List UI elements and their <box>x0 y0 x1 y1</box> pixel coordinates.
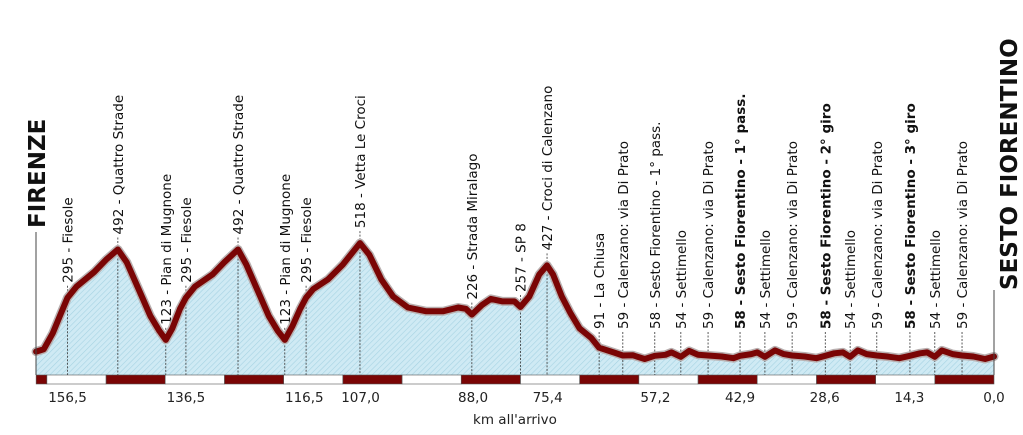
km-bar-segment <box>401 374 462 385</box>
km-bar-segment <box>816 374 876 385</box>
x-tick-label: 136,5 <box>167 390 206 406</box>
km-bar-segment <box>875 374 936 385</box>
marker-label: 492 - Quattro Strade <box>231 95 247 235</box>
x-tick-label: 14,3 <box>894 390 924 406</box>
x-tick-label: 107,0 <box>341 390 380 406</box>
km-bar-segment <box>579 374 640 385</box>
marker-label: 492 - Quattro Strade <box>111 95 127 235</box>
x-tick-label: 75,4 <box>533 390 563 406</box>
km-bar-segment <box>342 374 403 385</box>
km-bar-segment <box>460 374 521 385</box>
km-bar-segment <box>105 374 166 385</box>
marker-label: 295 - Fiesole <box>61 197 77 282</box>
km-bar-segment <box>520 374 580 385</box>
marker-label: 59 - Calenzano: via Di Prato <box>701 141 717 329</box>
x-tick-label: 88,0 <box>458 390 488 406</box>
profile-line <box>33 240 997 362</box>
marker-label: 54 - Settimello <box>928 230 944 329</box>
x-tick-label: 0,0 <box>983 390 1004 406</box>
marker-label: 518 - Vetta Le Croci <box>353 95 369 228</box>
marker-label: 427 - Croci di Calenzano <box>540 86 556 251</box>
marker-label: 295 - Fiesole <box>179 197 195 282</box>
km-bar-segment <box>283 374 344 385</box>
x-tick-label: 28,6 <box>810 390 840 406</box>
km-bar-segment <box>697 374 758 385</box>
marker-label: 257 - SP 8 <box>513 223 529 292</box>
start-town: FIRENZE <box>25 119 51 228</box>
km-bar-segment <box>224 374 284 385</box>
marker-label: 123 - Pian di Mugnone <box>159 174 175 325</box>
x-axis-label: km all'arrivo <box>473 412 557 428</box>
marker-label: 226 - Strada Miralago <box>465 154 481 300</box>
km-bar-segment <box>35 374 48 385</box>
marker-label: 54 - Settimello <box>843 230 859 329</box>
km-bar-segment <box>638 374 699 385</box>
km-bar-segment <box>46 374 107 385</box>
marker-label: 91 - La Chiusa <box>592 233 608 329</box>
marker-label: 59 - Calenzano: via Di Prato <box>616 141 632 329</box>
profile-area <box>36 243 995 375</box>
marker-label: 54 - Settimello <box>758 230 774 329</box>
marker-label: 59 - Calenzano: via Di Prato <box>955 141 971 329</box>
km-bar-segment <box>756 374 817 385</box>
x-tick-label: 57,2 <box>640 390 670 406</box>
marker-label: 295 - Fiesole <box>299 197 315 282</box>
marker-label: 58 - Sesto Fiorentino - 2° giro <box>818 103 834 329</box>
x-tick-label: 116,5 <box>285 390 324 406</box>
km-bar-segment <box>164 374 225 385</box>
marker-label: 54 - Settimello <box>674 230 690 329</box>
marker-label: 59 - Calenzano: via Di Prato <box>870 141 886 329</box>
km-bar-segment <box>934 374 995 385</box>
x-tick-label: 156,5 <box>48 390 87 406</box>
marker-label: 59 - Calenzano: via Di Prato <box>785 141 801 329</box>
marker-label: 123 - Pian di Mugnone <box>278 174 294 325</box>
marker-label: 58 - Sesto Fiorentino - 1° pass. <box>733 94 749 329</box>
marker-label: 58 - Sesto Fiorentino - 3° giro <box>903 103 919 329</box>
finish-town: SESTO FIORENTINO <box>997 38 1023 290</box>
marker-label: 58 - Sesto Fiorentino - 1° pass. <box>648 122 664 329</box>
x-tick-label: 42,9 <box>725 390 755 406</box>
